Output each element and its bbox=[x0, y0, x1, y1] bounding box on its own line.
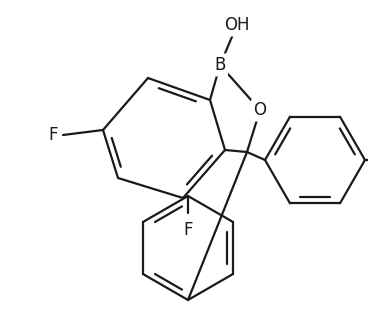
Text: F: F bbox=[48, 126, 58, 144]
Text: B: B bbox=[214, 56, 226, 74]
Text: F: F bbox=[183, 221, 193, 239]
Text: OH: OH bbox=[224, 16, 250, 34]
Text: O: O bbox=[254, 101, 266, 119]
